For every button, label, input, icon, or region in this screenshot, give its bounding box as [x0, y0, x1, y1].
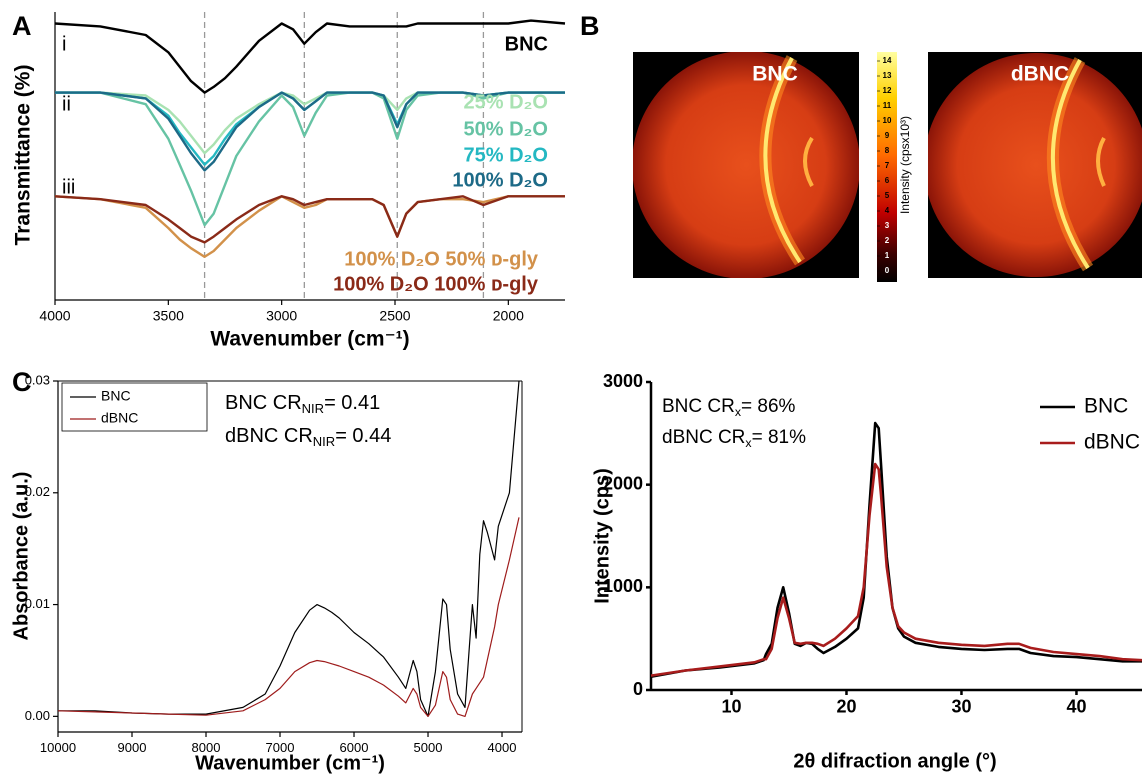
- annotation: dBNC CRNIR= 0.44: [225, 425, 391, 449]
- x-axis-label: Wavenumber (cm⁻¹): [210, 328, 409, 351]
- series-label: BNC: [505, 33, 548, 55]
- annotation-text: = 81%: [752, 427, 807, 448]
- x-tick-label: 9000: [118, 740, 147, 755]
- x-tick-label: 40: [1066, 696, 1086, 716]
- x-tick-label: 10: [721, 696, 741, 716]
- colorbar-tick-label: 5: [885, 191, 890, 200]
- colorbar-tick-label: 4: [885, 206, 890, 215]
- data-line: [58, 517, 519, 716]
- group-label: i: [62, 33, 66, 55]
- colorbar-tick-label: 3: [885, 221, 890, 230]
- x-tick-label: 20: [836, 696, 856, 716]
- data-line: [651, 423, 1142, 677]
- colorbar-tick-label: 0: [885, 266, 890, 275]
- series-label: 100% D₂O: [452, 169, 548, 191]
- group-label: ii: [62, 93, 71, 115]
- image-label: BNC: [752, 63, 798, 86]
- colorbar-tick-label: 12: [883, 86, 892, 95]
- annotation-subscript: NIR: [313, 434, 335, 449]
- legend-label: dBNC: [1084, 431, 1140, 454]
- diffraction-image: [632, 51, 860, 279]
- y-axis-label: Absorbance (a.u.): [10, 472, 32, 641]
- series-label: 50% D₂O: [464, 118, 548, 140]
- colorbar-tick-label: 1: [885, 251, 890, 260]
- page: {"panel_labels": ["A", "B", "C"], "chart…: [0, 0, 1142, 777]
- colorbar-tick-label: 11: [883, 101, 892, 110]
- colorbar-tick-label: 6: [885, 176, 890, 185]
- x-tick-label: 30: [951, 696, 971, 716]
- legend-label: dBNC: [101, 410, 138, 426]
- annotation-subscript: NIR: [302, 401, 324, 416]
- diffraction-image: [924, 52, 1142, 278]
- annotation: dBNC CRx= 81%: [662, 427, 806, 450]
- data-line: [55, 21, 565, 93]
- colorbar-tick-label: 2: [885, 236, 890, 245]
- x-tick-label: 5000: [414, 740, 443, 755]
- x-tick-label: 10000: [40, 740, 76, 755]
- y-tick-label: 3000: [603, 371, 643, 391]
- annotation: BNC CRNIR= 0.41: [225, 392, 380, 416]
- colorbar-tick-label: 13: [883, 71, 892, 80]
- annotation-text: dBNC CR: [662, 427, 745, 448]
- panel-label: B: [580, 11, 600, 41]
- data-line: [651, 464, 1142, 675]
- panel-label: A: [12, 11, 32, 41]
- x-axis-label: 2θ difraction angle (°): [793, 750, 996, 772]
- colorbar-tick-label: 10: [883, 116, 892, 125]
- group-label: iii: [62, 176, 75, 198]
- x-tick-label: 2500: [379, 308, 410, 324]
- colorbar-label: Intensity (cpsx10³): [898, 116, 912, 214]
- legend-label: BNC: [101, 388, 131, 404]
- legend-label: BNC: [1084, 395, 1128, 418]
- annotation-text: = 0.44: [335, 425, 391, 447]
- x-axis-label: Wavenumber (cm⁻¹): [195, 752, 385, 774]
- y-axis-label: Intensity (cps): [591, 468, 613, 604]
- colorbar-tick-label: 9: [885, 131, 890, 140]
- data-line: [55, 196, 565, 242]
- image-label: dBNC: [1011, 63, 1069, 86]
- y-axis-label: Transmittance (%): [12, 65, 35, 246]
- annotation-text: BNC CR: [225, 392, 302, 414]
- colorbar-tick-label: 8: [885, 146, 890, 155]
- series-label: 100% D₂O 100% ᴅ-gly: [333, 273, 539, 295]
- annotation-text: = 86%: [741, 396, 796, 417]
- annotation-text: dBNC CR: [225, 425, 313, 447]
- x-tick-label: 3000: [266, 308, 297, 324]
- series-label: 100% D₂O 50% ᴅ-gly: [344, 248, 539, 270]
- x-tick-label: 2000: [493, 308, 524, 324]
- x-tick-label: 3500: [153, 308, 184, 324]
- y-tick-label: 0: [633, 679, 643, 699]
- figure: A B C 40003500300025002000Wavenumber (cm…: [0, 0, 1142, 777]
- colorbar-tick-label: 14: [883, 56, 892, 65]
- y-tick-label: 0.00: [25, 708, 50, 723]
- x-tick-label: 4000: [488, 740, 517, 755]
- annotation-text: BNC CR: [662, 396, 735, 417]
- y-tick-label: 0.03: [25, 372, 50, 387]
- annotation: BNC CRx= 86%: [662, 396, 796, 419]
- x-tick-label: 4000: [39, 308, 70, 324]
- colorbar-tick-label: 7: [885, 161, 890, 170]
- series-label: 25% D₂O: [464, 91, 548, 113]
- series-label: 75% D₂O: [464, 144, 548, 166]
- annotation-text: = 0.41: [324, 392, 380, 414]
